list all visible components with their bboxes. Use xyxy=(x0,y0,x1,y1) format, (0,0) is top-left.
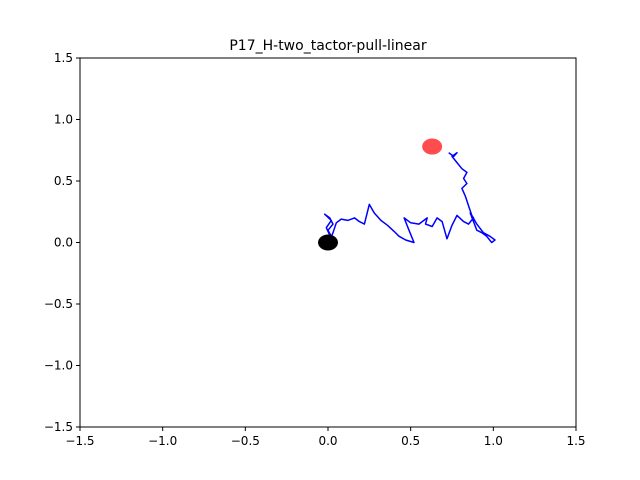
x-tick-label: −0.5 xyxy=(231,434,260,448)
y-tick-label: 0.5 xyxy=(54,174,73,188)
y-axis: −1.5 −1.0 −0.5 0.0 0.5 1.0 1.5 xyxy=(44,51,80,434)
x-tick-label: 1.0 xyxy=(484,434,503,448)
y-tick-label: 1.0 xyxy=(54,113,73,127)
x-tick-label: −1.5 xyxy=(65,434,94,448)
x-tick-label: 0.5 xyxy=(401,434,420,448)
y-tick-label: −0.5 xyxy=(44,297,73,311)
y-tick-label: −1.0 xyxy=(44,359,73,373)
x-tick-label: −1.0 xyxy=(148,434,177,448)
y-tick-label: −1.5 xyxy=(44,420,73,434)
x-tick-label: 1.5 xyxy=(566,434,585,448)
chart-title: P17_H-two_tactor-pull-linear xyxy=(229,38,427,54)
x-tick-label: 0.0 xyxy=(318,434,337,448)
y-tick-label: 1.5 xyxy=(54,51,73,65)
target-marker xyxy=(422,138,443,155)
plot-content xyxy=(318,138,496,251)
trajectory-line-0 xyxy=(323,151,496,246)
y-tick-label: 0.0 xyxy=(54,236,73,250)
x-axis: −1.5 −1.0 −0.5 0.0 0.5 1.0 1.5 xyxy=(65,427,586,448)
start-marker xyxy=(318,234,338,251)
